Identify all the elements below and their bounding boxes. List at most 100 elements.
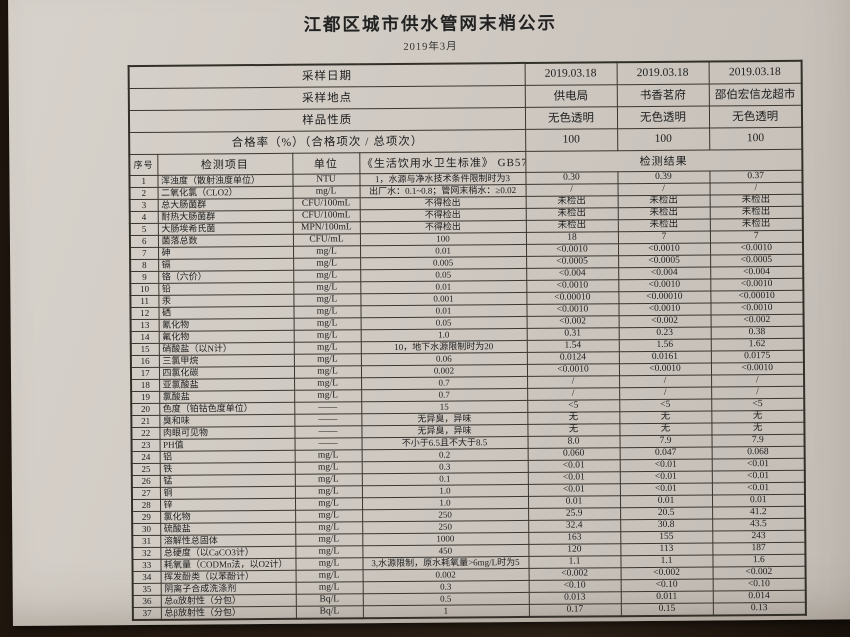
results-section: 1 浑浊度（散射浊度单位） NTU 1，水源与净水技术条件限制时为3 0.30 … (129, 169, 806, 620)
item-name: 总硬度（以CaCO3计） (160, 545, 296, 559)
row-number: 12 (130, 306, 159, 320)
info-value-site2: 书香茗府 (616, 83, 709, 107)
result-value-site1: 未检出 (525, 219, 618, 232)
info-value-site3: 2019.03.18 (708, 60, 802, 84)
row-number: 18 (131, 378, 160, 392)
item-unit: CFU/100mL (292, 209, 360, 222)
result-value-site2: <0.004 (618, 266, 711, 280)
result-value-site1: <0.01 (527, 459, 620, 472)
result-value-site1: <0.01 (527, 471, 620, 484)
result-value-site3: 未检出 (709, 205, 803, 219)
result-value-site1: <0.002 (526, 315, 619, 328)
row-number: 1 (129, 174, 158, 188)
result-value-site1: 1.1 (528, 555, 621, 568)
row-number: 10 (130, 282, 159, 296)
result-value-site1: 0.0124 (526, 351, 619, 364)
info-value-site1: 2019.03.18 (524, 62, 617, 85)
item-unit: mg/L (295, 581, 363, 594)
row-number: 33 (132, 558, 161, 572)
item-name: 铬（六价） (158, 269, 294, 283)
item-name: 汞 (158, 293, 294, 307)
result-value-site3: 无 (711, 409, 805, 423)
result-value-site1: 未检出 (525, 207, 618, 220)
result-value-site3: <0.01 (711, 481, 805, 495)
info-value-site3: 邵伯宏信龙超市 (708, 82, 802, 106)
page-subtitle: 2019年3月 (403, 41, 458, 53)
result-value-site3: 41.2 (712, 505, 806, 519)
row-number: 28 (131, 498, 161, 512)
row-number: 37 (132, 606, 161, 620)
info-section: 采样日期 2019.03.18 2019.03.18 2019.03.18 采样… (128, 60, 803, 155)
result-value-site1: <0.0010 (526, 279, 619, 292)
result-value-site2: 未检出 (617, 218, 710, 232)
row-number: 7 (130, 246, 159, 260)
result-value-site1: 25.9 (528, 507, 621, 520)
result-value-site2: 113 (620, 542, 713, 556)
result-value-site3: 0.13 (712, 601, 806, 615)
result-value-site3: <0.0010 (710, 277, 804, 291)
column-header-results: 检测结果 (525, 148, 803, 172)
result-value-site2: / (619, 386, 712, 400)
result-value-site2: / (619, 374, 712, 388)
item-unit: mg/L (294, 473, 362, 486)
result-value-site3: <0.0010 (709, 241, 804, 255)
item-name: 二氧化氯（CLO2） (157, 185, 293, 199)
row-number: 24 (131, 450, 160, 464)
item-name: 阴离子合成洗涤剂 (160, 581, 296, 595)
result-value-site2: <0.10 (620, 578, 713, 592)
result-value-site3: 0.014 (712, 589, 806, 603)
item-name: 耐热大肠菌群 (157, 209, 293, 223)
column-header-no: 序号 (129, 153, 158, 176)
row-number: 34 (132, 570, 161, 584)
item-unit: CFU/mL (292, 233, 360, 246)
row-number: 6 (129, 234, 159, 248)
paper-sheet: 江都区城市供水管网末梢公示 2019年3月 采样日期 2019.03.18 20… (8, 0, 850, 626)
result-value-site3: / (711, 385, 805, 399)
result-value-site2: 未检出 (617, 194, 710, 208)
row-number: 13 (130, 318, 159, 332)
row-number: 20 (131, 402, 160, 416)
result-value-site3: / (711, 373, 805, 387)
column-header-standard: 《生活饮用水卫生标准》 GB5749 (359, 150, 526, 174)
item-unit: mg/L (294, 485, 362, 498)
item-unit: mg/L (293, 281, 361, 294)
result-value-site3: <0.004 (710, 265, 804, 279)
result-value-site3: 0.068 (711, 445, 805, 459)
item-unit: mg/L (293, 365, 362, 378)
item-unit: mg/L (293, 341, 361, 354)
result-value-site2: / (617, 182, 710, 196)
result-value-site3: 1.6 (712, 553, 806, 567)
result-value-site3: 0.38 (710, 325, 804, 339)
item-unit: mg/L (293, 257, 361, 270)
result-value-site2: 0.23 (618, 326, 711, 340)
result-value-site2: 30.8 (620, 518, 713, 532)
item-name: 硫酸盐 (160, 521, 296, 535)
item-name: 四氯化碳 (158, 365, 295, 379)
item-name: 挥发酚类（以苯酚计） (160, 569, 296, 583)
result-value-site3: 7.9 (711, 433, 805, 447)
result-value-site3: <5 (711, 397, 805, 411)
result-value-site3: <0.0010 (710, 361, 805, 375)
result-value-site1: <0.002 (528, 567, 621, 580)
result-value-site1: / (527, 387, 620, 400)
item-name: 色度（铂钴色度单位） (159, 401, 295, 415)
item-unit: mg/L (295, 557, 363, 570)
result-value-site2: 0.0161 (618, 350, 711, 364)
item-unit: NTU (292, 173, 360, 186)
item-unit: mg/L (294, 497, 363, 510)
result-value-site3: 未检出 (709, 217, 803, 231)
result-value-site2: 0.011 (620, 590, 713, 604)
result-value-site2: <0.0010 (617, 242, 711, 256)
result-value-site3: 0.37 (709, 169, 803, 183)
column-header-item: 检测项目 (157, 152, 293, 175)
result-value-site1: 未检出 (525, 195, 618, 208)
result-value-site1: 0.013 (528, 591, 621, 604)
result-value-site3: <0.01 (711, 457, 805, 471)
page-title: 江都区城市供水管网末梢公示 (303, 12, 558, 35)
result-value-site1: <0.01 (527, 483, 620, 496)
result-value-site3: <0.0010 (710, 301, 804, 315)
item-unit: —— (294, 437, 362, 450)
item-unit: Bq/L (295, 605, 363, 619)
result-value-site2: <5 (619, 398, 712, 412)
